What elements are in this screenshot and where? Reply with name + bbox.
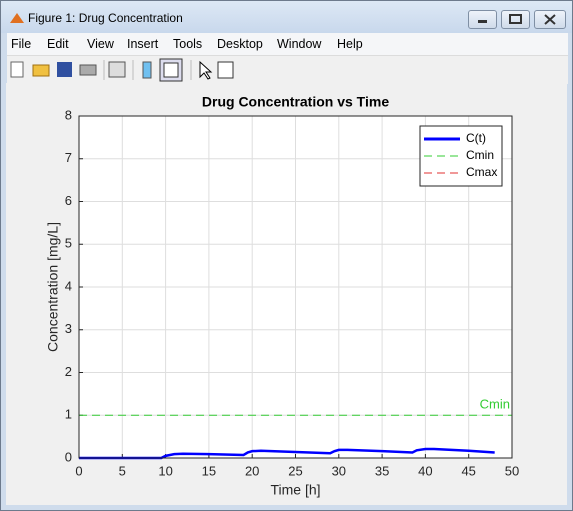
link-icon[interactable] bbox=[108, 61, 126, 78]
y-tick-label: 3 bbox=[65, 321, 72, 336]
x-tick-label: 25 bbox=[288, 463, 302, 478]
x-tick-label: 40 bbox=[418, 463, 432, 478]
print-icon[interactable] bbox=[79, 64, 97, 76]
toolbar bbox=[7, 55, 568, 84]
y-tick-label: 8 bbox=[65, 107, 72, 122]
x-axis-label: Time [h] bbox=[270, 482, 320, 498]
x-tick-label: 10 bbox=[158, 463, 172, 478]
annotation: Cmin bbox=[480, 397, 510, 412]
y-tick-label: 2 bbox=[65, 364, 72, 379]
x-tick-label: 45 bbox=[461, 463, 475, 478]
app-icon bbox=[10, 13, 24, 23]
y-tick-label: 6 bbox=[65, 193, 72, 208]
toolbar-icons bbox=[10, 58, 234, 82]
x-tick-label: 5 bbox=[119, 463, 126, 478]
x-tick-label: 30 bbox=[332, 463, 346, 478]
minimize-button[interactable] bbox=[468, 10, 497, 29]
data-line bbox=[79, 447, 495, 460]
menu-item[interactable]: Help bbox=[337, 37, 363, 51]
legend-label: Cmax bbox=[466, 165, 497, 179]
legend-label: C(t) bbox=[466, 131, 486, 145]
colorbar-icon[interactable] bbox=[142, 61, 152, 79]
open-icon[interactable] bbox=[32, 64, 50, 77]
x-tick-label: 0 bbox=[75, 463, 82, 478]
maximize-button[interactable] bbox=[501, 10, 530, 29]
menu-item[interactable]: File bbox=[11, 37, 32, 51]
menu-item[interactable]: Edit bbox=[47, 37, 69, 51]
y-tick-label: 4 bbox=[65, 278, 72, 293]
property-icon[interactable] bbox=[217, 61, 234, 79]
legend-box bbox=[419, 125, 503, 187]
y-tick-label: 5 bbox=[65, 236, 72, 251]
y-axis-label: Concentration [mg/L] bbox=[45, 222, 61, 352]
close-button[interactable] bbox=[534, 10, 566, 29]
menu-item[interactable]: Insert bbox=[127, 37, 159, 51]
menu-item[interactable]: View bbox=[87, 37, 114, 51]
new-icon[interactable] bbox=[10, 61, 24, 78]
legend-label: Cmin bbox=[466, 148, 494, 162]
y-tick-label: 7 bbox=[65, 150, 72, 165]
axes-box bbox=[78, 115, 513, 459]
save-icon[interactable] bbox=[57, 62, 72, 77]
x-tick-label: 35 bbox=[375, 463, 389, 478]
title-bar: Figure 1: Drug Concentration bbox=[1, 1, 572, 33]
menu-item[interactable]: Tools bbox=[173, 37, 203, 51]
menu-item[interactable]: Desktop bbox=[217, 37, 263, 51]
y-tick-label: 0 bbox=[65, 449, 72, 464]
x-tick-label: 50 bbox=[505, 463, 519, 478]
menu-item[interactable]: Window bbox=[277, 37, 322, 51]
x-tick-label: 20 bbox=[245, 463, 259, 478]
pointer-icon[interactable] bbox=[199, 60, 213, 80]
chart-title: Drug Concentration vs Time bbox=[202, 94, 389, 110]
menu-bar: File Edit View Insert Tools Desktop Window Help bbox=[7, 33, 568, 55]
x-tick-label: 15 bbox=[202, 463, 216, 478]
window-title: Figure 1: Drug Concentration bbox=[28, 11, 183, 25]
y-tick-label: 1 bbox=[65, 407, 72, 422]
